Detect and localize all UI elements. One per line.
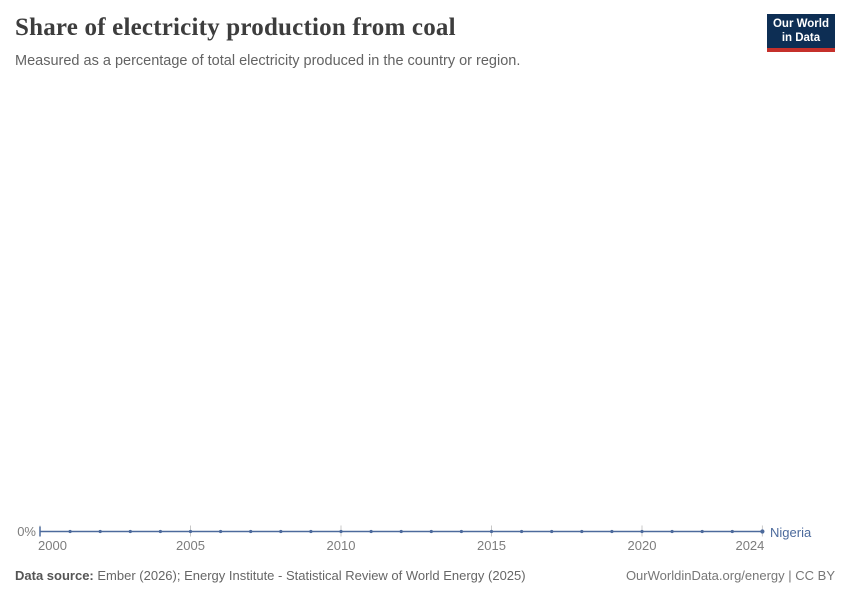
data-point-2014[interactable] [459, 529, 463, 534]
data-source-text: Ember (2026); Energy Institute - Statist… [97, 568, 526, 583]
x-axis-tick-2005: 2005 [176, 538, 205, 553]
owid-logo-line2: in Data [781, 32, 821, 44]
data-point-2006[interactable] [219, 529, 223, 534]
data-point-2023[interactable] [730, 529, 734, 534]
data-point-2022[interactable] [700, 529, 704, 534]
data-point-2001[interactable] [68, 529, 72, 534]
data-point-2007[interactable] [249, 529, 253, 534]
chart-subtitle: Measured as a percentage of total electr… [15, 53, 521, 69]
x-axis-tick-2000: 2000 [38, 538, 67, 553]
data-point-2009[interactable] [309, 529, 313, 534]
data-point-2013[interactable] [429, 529, 433, 534]
data-point-2008[interactable] [279, 529, 283, 534]
x-axis-tick-2010: 2010 [326, 538, 356, 553]
data-source-note: Data source: Ember (2026); Energy Instit… [15, 568, 526, 583]
data-source-label: Data source: [15, 568, 94, 583]
data-point-2010[interactable] [339, 529, 343, 534]
data-point-2020[interactable] [640, 529, 644, 534]
x-axis-tick-2020: 2020 [627, 538, 657, 553]
data-point-2002[interactable] [98, 529, 102, 534]
y-axis-tick-0pct: 0% [17, 524, 36, 539]
data-point-2019[interactable] [610, 529, 614, 534]
data-point-2005[interactable] [188, 529, 193, 534]
data-point-2017[interactable] [550, 529, 554, 534]
chart-title: Share of electricity production from coa… [15, 14, 456, 41]
x-axis-tick-2024: 2024 [735, 538, 765, 553]
data-point-2015[interactable] [489, 529, 494, 534]
data-point-2012[interactable] [399, 529, 403, 534]
credit-link[interactable]: OurWorldinData.org/energy | CC BY [625, 568, 835, 583]
data-point-2011[interactable] [369, 529, 373, 534]
series-label-nigeria[interactable]: Nigeria [770, 524, 812, 540]
owid-logo[interactable]: Our World in Data [766, 14, 835, 52]
data-point-2016[interactable] [520, 529, 524, 534]
data-point-2003[interactable] [128, 529, 132, 534]
x-axis-tick-2015: 2015 [477, 538, 506, 553]
data-point-2024[interactable] [760, 529, 765, 534]
data-point-2018[interactable] [580, 529, 584, 534]
data-point-2004[interactable] [158, 529, 162, 534]
data-point-2021[interactable] [670, 529, 674, 534]
owid-logo-line1: Our World [772, 18, 829, 30]
